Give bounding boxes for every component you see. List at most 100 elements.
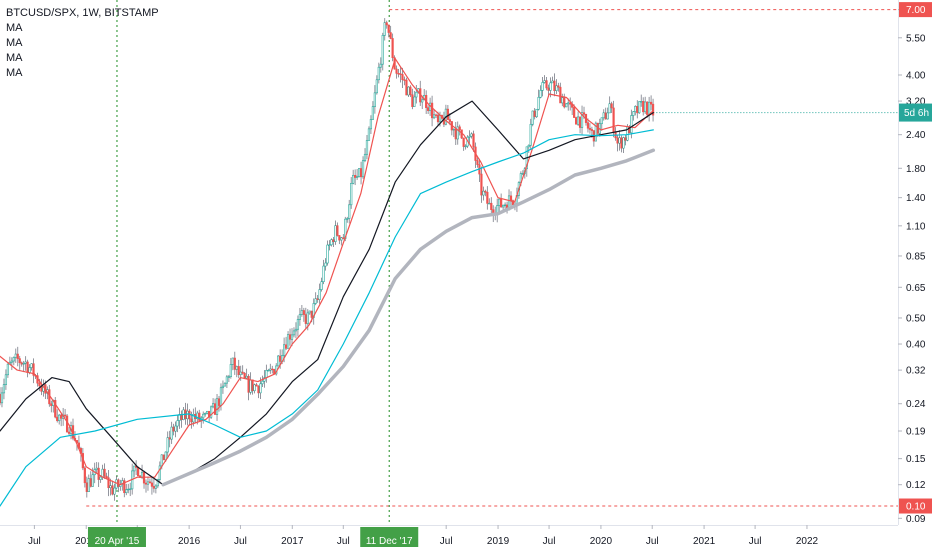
candle[interactable] <box>217 396 221 412</box>
candle[interactable] <box>638 101 641 114</box>
candle[interactable] <box>292 327 296 338</box>
candle[interactable] <box>541 77 544 97</box>
candle[interactable] <box>488 198 491 205</box>
ma-legend-item-1[interactable]: MA <box>6 22 23 34</box>
candle[interactable] <box>644 96 647 114</box>
candle[interactable] <box>231 357 234 371</box>
candle[interactable] <box>237 359 240 379</box>
candle[interactable] <box>604 107 607 120</box>
candle[interactable] <box>314 292 317 306</box>
candle[interactable] <box>411 88 414 110</box>
candle[interactable] <box>348 199 351 224</box>
candle[interactable] <box>229 357 232 379</box>
candle[interactable] <box>32 358 35 384</box>
candle[interactable] <box>553 73 556 97</box>
candle[interactable] <box>336 222 339 237</box>
candle[interactable] <box>127 483 130 494</box>
candle[interactable] <box>399 66 402 83</box>
candle[interactable] <box>245 368 248 379</box>
candle[interactable] <box>537 89 540 111</box>
candle[interactable] <box>294 322 298 339</box>
candle[interactable] <box>606 107 609 120</box>
time-axis[interactable]: Jul 2015 Jul 2016 Jul 2017 Jul Jul 2019 Jul 2020 Ju… <box>0 525 932 550</box>
candle[interactable] <box>166 431 169 459</box>
candle[interactable] <box>158 461 161 484</box>
candle[interactable] <box>152 479 155 493</box>
candle[interactable] <box>298 307 301 326</box>
candle[interactable] <box>146 476 150 491</box>
candle[interactable] <box>578 116 582 134</box>
candle[interactable] <box>144 479 148 493</box>
candle[interactable] <box>367 126 371 141</box>
candle[interactable] <box>434 113 438 118</box>
candle[interactable] <box>476 157 479 168</box>
candle[interactable] <box>89 471 92 488</box>
candle[interactable] <box>620 135 623 153</box>
candle[interactable] <box>391 33 394 62</box>
candle[interactable] <box>10 357 13 371</box>
candle[interactable] <box>14 348 17 363</box>
candle[interactable] <box>365 134 369 160</box>
candle[interactable] <box>83 466 86 488</box>
candle[interactable] <box>576 111 580 126</box>
candle[interactable] <box>622 136 625 154</box>
candle[interactable] <box>403 76 406 86</box>
candle[interactable] <box>490 197 493 215</box>
candle[interactable] <box>56 409 59 423</box>
candle[interactable] <box>223 382 227 387</box>
candle[interactable] <box>373 85 376 114</box>
candle[interactable] <box>338 235 341 245</box>
candle[interactable] <box>646 101 649 119</box>
candle[interactable] <box>0 387 2 406</box>
candle[interactable] <box>389 25 392 40</box>
candle[interactable] <box>202 411 205 424</box>
candle[interactable] <box>210 405 213 419</box>
candle[interactable] <box>261 375 264 388</box>
candle[interactable] <box>346 216 349 223</box>
candle[interactable] <box>288 328 292 346</box>
candle[interactable] <box>356 168 359 180</box>
candle[interactable] <box>427 105 430 115</box>
candle[interactable] <box>458 124 461 136</box>
candle[interactable] <box>133 465 136 478</box>
candle[interactable] <box>332 236 335 247</box>
candle[interactable] <box>330 238 333 247</box>
candle[interactable] <box>342 234 345 240</box>
candle[interactable] <box>618 130 621 151</box>
candle[interactable] <box>539 85 542 99</box>
candle[interactable] <box>320 277 323 292</box>
candle[interactable] <box>322 259 325 285</box>
candle[interactable] <box>334 220 337 245</box>
candle[interactable] <box>277 354 280 367</box>
candle[interactable] <box>267 368 270 372</box>
candle[interactable] <box>460 129 463 140</box>
candle[interactable] <box>375 75 378 95</box>
candle[interactable] <box>559 82 562 104</box>
candle[interactable] <box>215 393 219 421</box>
candle[interactable] <box>486 186 489 210</box>
candle[interactable] <box>150 476 154 495</box>
candle[interactable] <box>103 463 106 479</box>
moving-average-line-3[interactable] <box>0 129 654 507</box>
candle[interactable] <box>111 480 114 496</box>
candle[interactable] <box>561 93 564 107</box>
candle[interactable] <box>123 478 126 498</box>
candle[interactable] <box>350 177 353 209</box>
candle[interactable] <box>318 283 321 304</box>
candle[interactable] <box>602 109 605 121</box>
candle[interactable] <box>304 307 307 330</box>
candle[interactable] <box>383 18 386 41</box>
candle[interactable] <box>432 109 436 120</box>
candle[interactable] <box>608 96 611 114</box>
candle[interactable] <box>371 101 374 120</box>
candle[interactable] <box>464 144 467 150</box>
candle[interactable] <box>324 258 327 271</box>
candle[interactable] <box>50 400 53 413</box>
candle[interactable] <box>452 128 455 138</box>
candle[interactable] <box>300 304 303 317</box>
ma-legend-item-2[interactable]: MA <box>6 37 23 49</box>
candle[interactable] <box>642 97 645 116</box>
candle[interactable] <box>129 482 132 497</box>
candle[interactable] <box>162 454 165 461</box>
